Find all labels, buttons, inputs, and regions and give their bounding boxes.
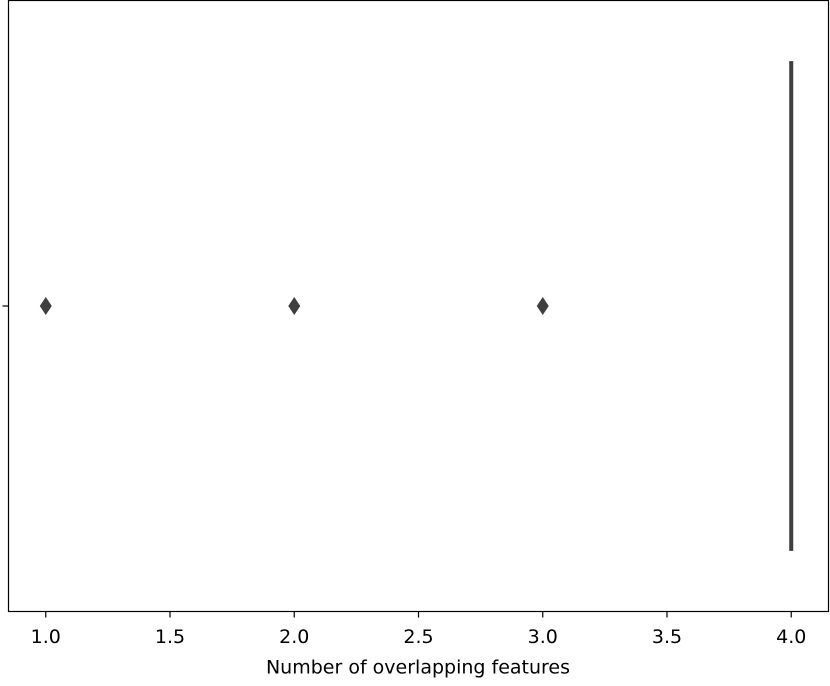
- x-tick-label: 2.5: [403, 626, 433, 648]
- flier: [288, 297, 301, 315]
- x-tick-label: 3.5: [652, 626, 682, 648]
- x-tick-label: 4.0: [776, 626, 806, 648]
- axes-frame: [7, 0, 830, 613]
- flier: [536, 297, 549, 315]
- x-tick-label: 1.5: [155, 626, 185, 648]
- x-tick-label: 1.0: [31, 626, 61, 648]
- x-tick-label: 2.0: [279, 626, 309, 648]
- x-tick-label: 3.0: [528, 626, 558, 648]
- x-axis-label: Number of overlapping features: [266, 657, 570, 679]
- flier: [39, 297, 52, 315]
